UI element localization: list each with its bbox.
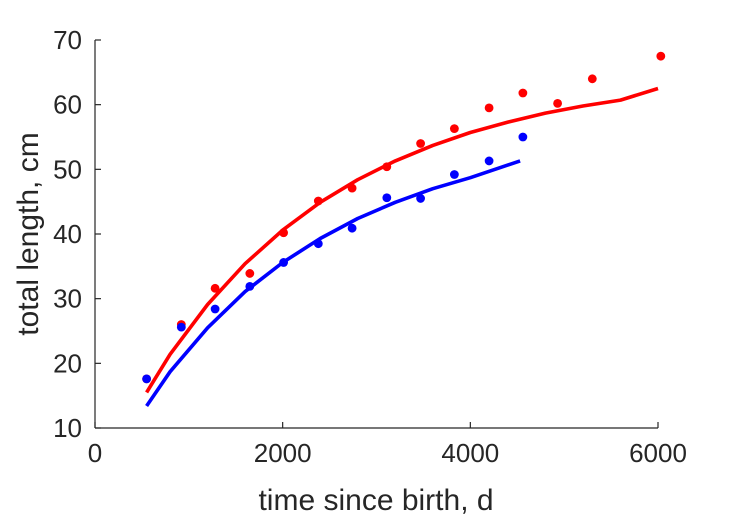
y-tick-label: 60 [53,90,82,120]
blue-data-point [449,170,459,179]
red-data-point [484,103,494,113]
blue-data-point [176,322,186,332]
blue-data-point [142,374,152,384]
x-tick-label: 4000 [441,438,499,468]
red-fit-curve [145,86,659,394]
red-data-point [347,183,357,193]
red-data-point [279,228,289,238]
y-tick-label: 20 [53,348,82,378]
y-tick-label: 30 [53,284,82,314]
blue-data-point [210,304,220,314]
y-tick-label: 50 [53,154,82,184]
blue-data-point [347,223,357,233]
red-data-point [449,124,459,133]
y-tick-label: 10 [53,413,82,443]
y-tick-label: 40 [53,219,82,249]
blue-data-point [245,281,255,291]
red-data-point [587,74,597,84]
blue-data-point [484,156,494,166]
blue-data-point [313,239,323,249]
red-data-point [518,88,528,98]
red-data-point [656,51,666,61]
x-tick-label: 2000 [254,438,312,468]
red-data-point [382,162,392,172]
blue-fit-curve [145,159,521,408]
plot-area [142,51,666,408]
x-tick-label: 6000 [629,438,687,468]
blue-data-point [279,258,289,267]
x-tick-label: 0 [88,438,102,468]
red-data-point [416,139,426,148]
y-axis-title: total length, cm [12,132,45,335]
blue-data-point [382,193,392,203]
blue-data-point [518,132,528,142]
red-data-point [210,283,220,293]
y-tick-label: 70 [53,25,82,55]
red-data-point [313,196,323,206]
red-data-point [245,269,255,278]
blue-data-point [416,194,426,203]
axes: 0 2000 4000 6000 10 20 30 40 50 60 70 [53,25,687,468]
red-data-point [553,98,562,108]
x-axis-title: time since birth, d [258,484,493,517]
